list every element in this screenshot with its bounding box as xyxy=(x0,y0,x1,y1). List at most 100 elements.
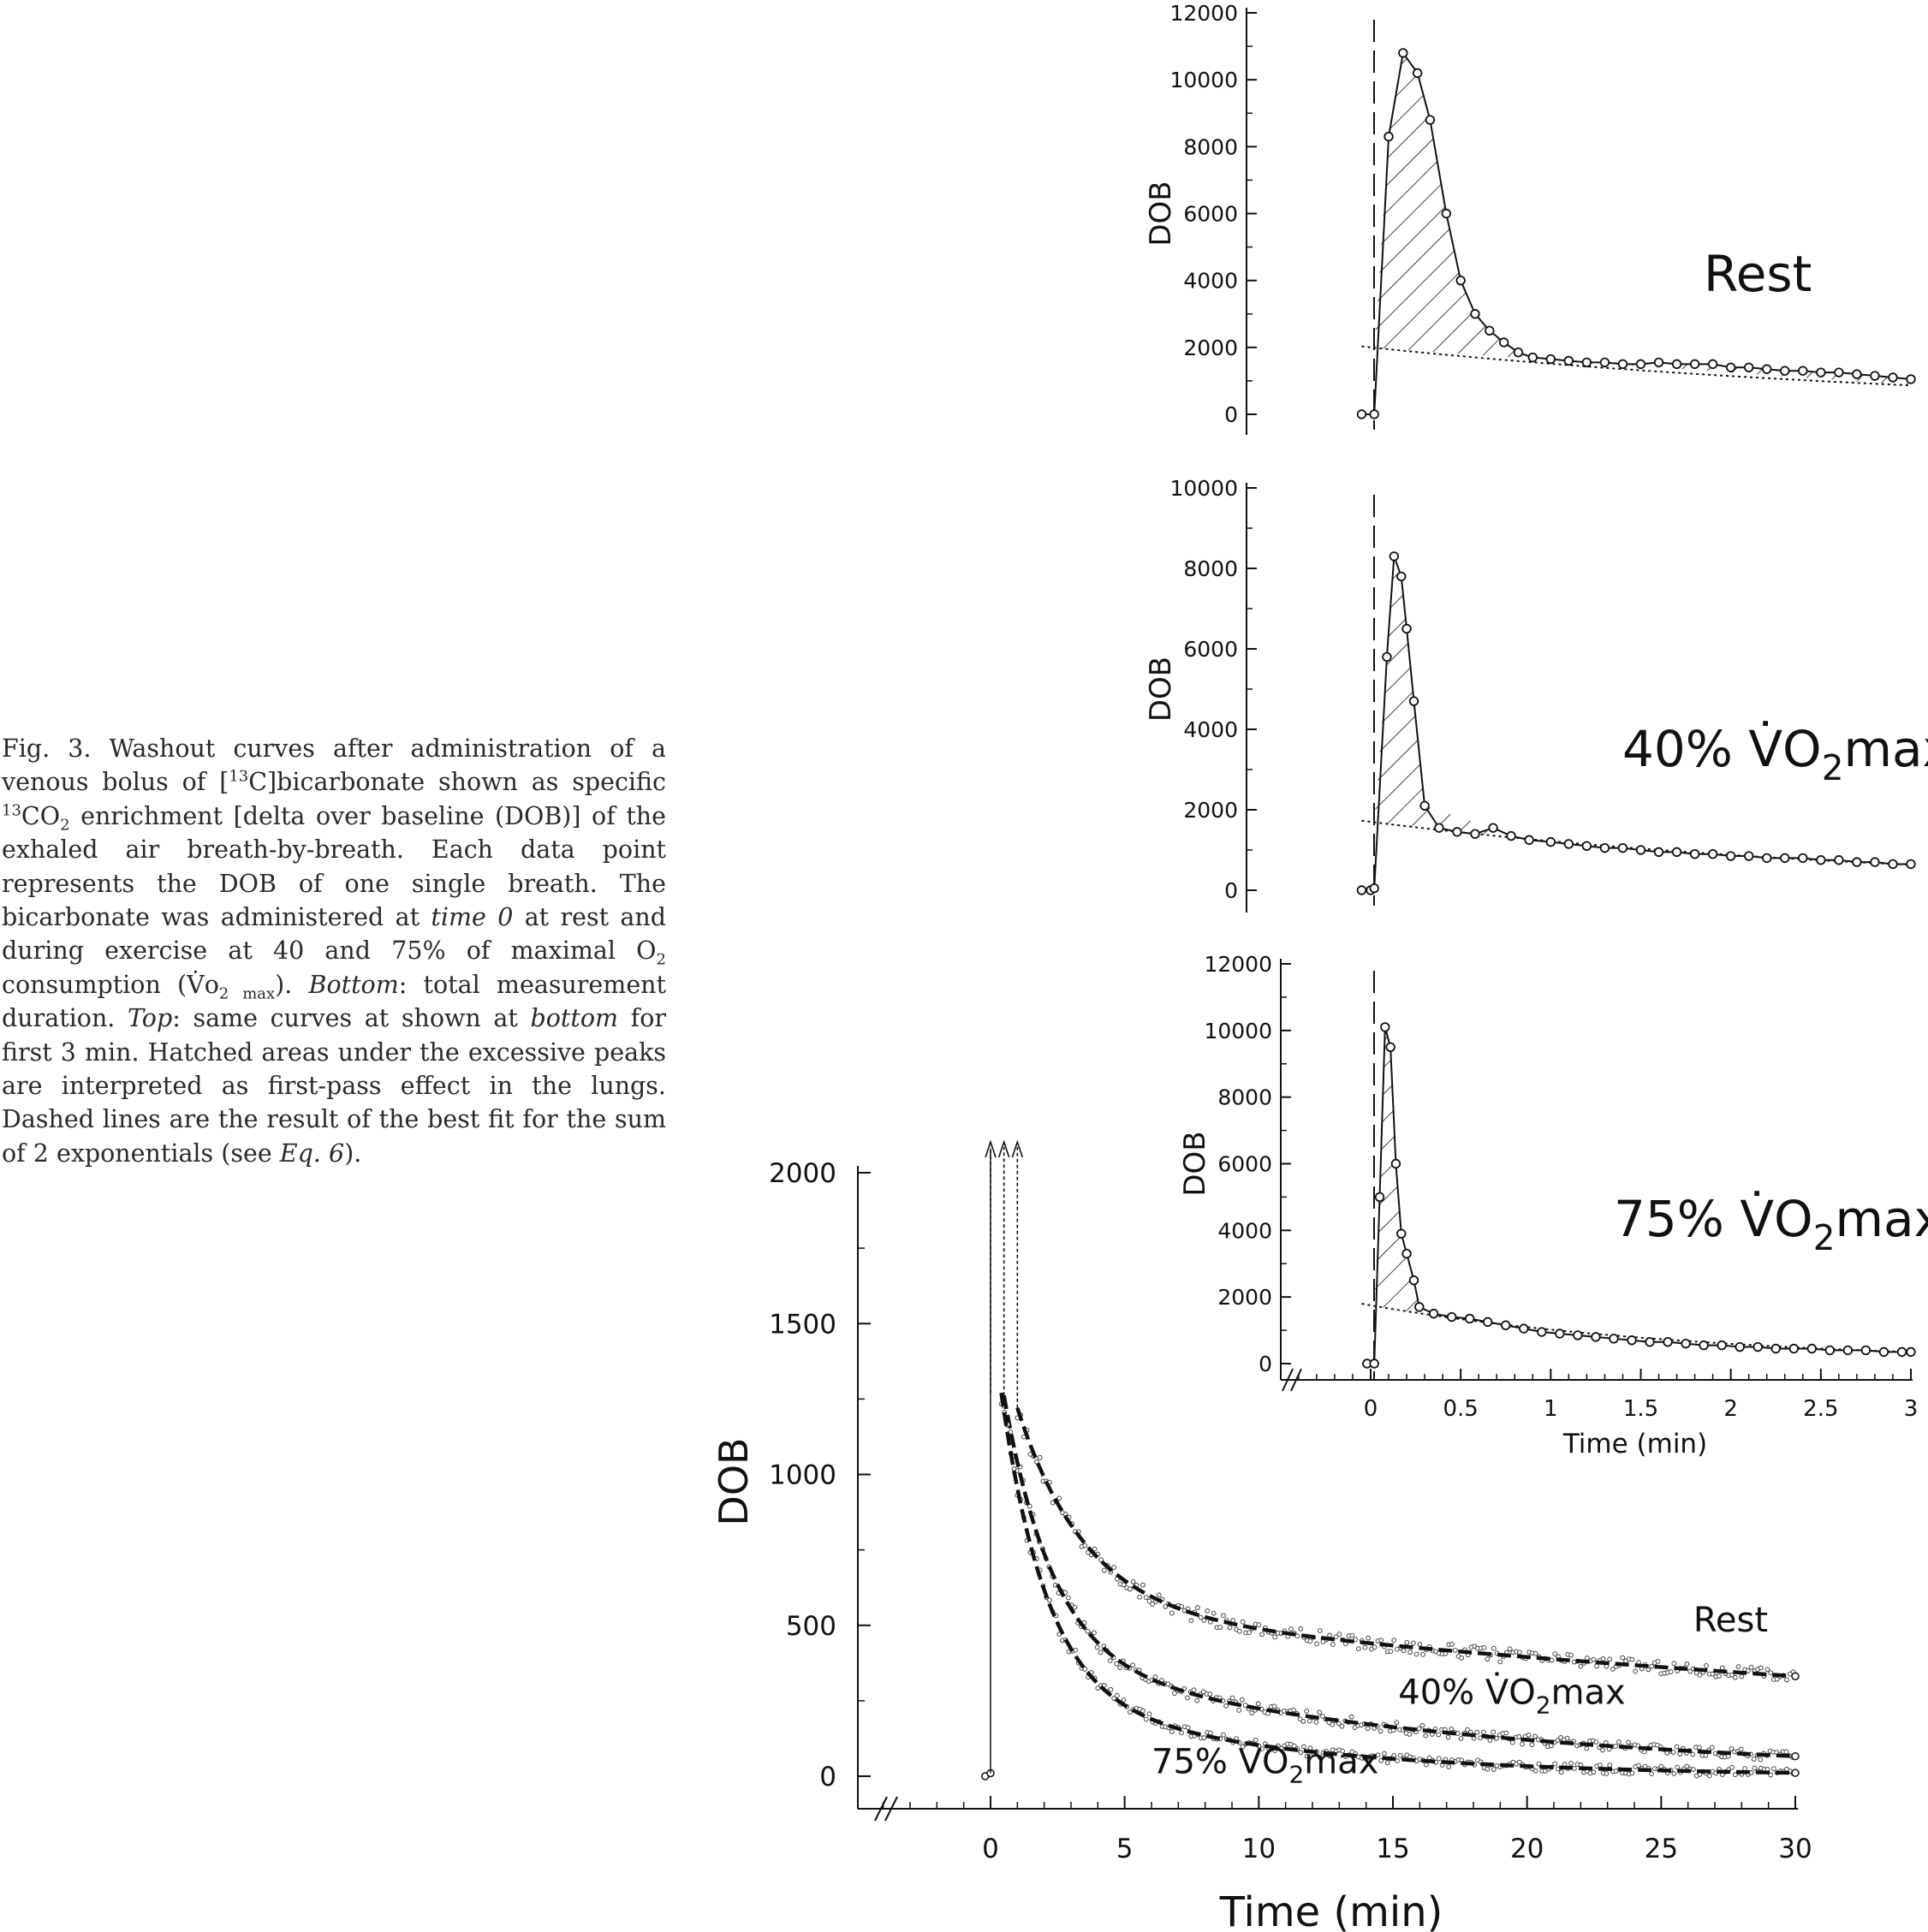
caption-italic: time 0 xyxy=(431,903,514,932)
data-point xyxy=(1758,1665,1764,1671)
data-point xyxy=(1719,1665,1725,1671)
data-point xyxy=(1581,841,1592,852)
data-point xyxy=(1420,1651,1425,1657)
panel-75pct: 0 2000 4000 6000 8000 10000 12000 DOB 75% V̇O2ma… xyxy=(1178,952,1928,1380)
data-point xyxy=(1317,1709,1323,1715)
data-point xyxy=(1207,1691,1213,1697)
data-point xyxy=(1613,1744,1618,1749)
data-point xyxy=(1516,1759,1522,1765)
data-point xyxy=(1834,855,1844,865)
data-point xyxy=(1878,1346,1889,1358)
y-tick-label: 10000 xyxy=(1204,1019,1272,1043)
data-point xyxy=(1056,1495,1062,1501)
y-axis-label: DOB xyxy=(1178,1131,1212,1196)
fit-line xyxy=(1015,1407,1796,1679)
y-tick-label: 8000 xyxy=(1217,1085,1272,1110)
data-point xyxy=(1706,1773,1712,1779)
data-point xyxy=(1259,1746,1265,1751)
data-point xyxy=(1330,1642,1336,1647)
data-point xyxy=(1101,1567,1107,1573)
data-point xyxy=(1221,1732,1226,1738)
data-point xyxy=(1729,1745,1735,1751)
data-point xyxy=(1194,1605,1200,1610)
series-label: Rest xyxy=(1693,1601,1768,1640)
data-point xyxy=(1834,367,1844,377)
data-point xyxy=(1491,1645,1497,1651)
data-point xyxy=(1470,309,1480,319)
caption-text: enrichment [delta over baseline (DOB)] o… xyxy=(2,801,666,932)
data-point xyxy=(1604,1771,1610,1776)
data-point xyxy=(1599,842,1610,853)
data-point xyxy=(1645,1667,1651,1673)
data-point xyxy=(1752,1765,1758,1771)
data-point xyxy=(1743,851,1754,861)
caption-text: for first 3 min. Hatched areas under the… xyxy=(2,1004,667,1168)
data-point xyxy=(1564,1735,1570,1741)
data-point xyxy=(1366,1635,1372,1641)
data-point xyxy=(1200,1689,1206,1695)
data-point xyxy=(1375,1752,1381,1758)
data-point xyxy=(1474,1729,1480,1735)
y-axis-label: DOB xyxy=(1144,181,1178,246)
data-point xyxy=(1452,827,1462,837)
data-point xyxy=(1762,853,1772,864)
y-axis-label: DOB xyxy=(1144,657,1178,722)
data-point xyxy=(1413,1651,1419,1657)
data-point xyxy=(1365,1726,1371,1732)
arrow-head xyxy=(1011,1139,1024,1158)
data-point xyxy=(1684,1763,1690,1769)
data-point xyxy=(1221,1613,1226,1619)
data-point xyxy=(1382,651,1392,663)
data-point xyxy=(1374,1192,1385,1203)
data-point xyxy=(1906,859,1916,870)
data-point xyxy=(1555,1738,1561,1744)
y-tick-label: 6000 xyxy=(1183,202,1238,227)
data-point xyxy=(1870,371,1880,381)
data-point xyxy=(1491,1767,1497,1772)
data-point xyxy=(1298,1750,1304,1756)
data-point xyxy=(1201,1735,1207,1740)
condition-label: 40% V̇O2max xyxy=(1622,720,1928,788)
data-point xyxy=(1472,1644,1478,1650)
data-point xyxy=(1396,1228,1407,1239)
x-tick-label: 20 xyxy=(1510,1834,1544,1864)
data-point xyxy=(1798,853,1808,864)
data-point xyxy=(1458,1736,1464,1741)
data-point xyxy=(1253,1738,1259,1743)
data-point xyxy=(1597,1763,1603,1768)
data-point xyxy=(1633,1668,1639,1674)
data-point xyxy=(1707,359,1718,370)
data-point xyxy=(1185,1725,1191,1731)
data-point xyxy=(1455,275,1466,286)
data-point xyxy=(1390,1158,1401,1169)
data-point xyxy=(1717,1673,1722,1679)
data-point xyxy=(1336,1632,1342,1637)
data-point xyxy=(1703,1752,1709,1758)
x-tick-label: 2 xyxy=(1723,1396,1738,1422)
data-point xyxy=(1294,1633,1300,1639)
y-tick-label: 4000 xyxy=(1217,1218,1272,1243)
data-point xyxy=(1784,1677,1789,1683)
data-point xyxy=(1336,1721,1342,1727)
data-point xyxy=(1401,1648,1407,1654)
y-tick-label: 2000 xyxy=(769,1158,836,1189)
data-point xyxy=(1537,1327,1547,1337)
data-point xyxy=(1333,1634,1339,1640)
data-point xyxy=(1247,1630,1252,1636)
caption-text: at rest and during exercise at 40 and 75… xyxy=(2,903,666,966)
y-tick-label: 1500 xyxy=(769,1309,836,1340)
caption-superscript: 13 xyxy=(2,801,21,820)
y-tick-label: 1000 xyxy=(769,1460,836,1491)
data-point xyxy=(1616,1739,1622,1745)
caption-text: Washout curves after administration of a… xyxy=(2,734,666,797)
data-point xyxy=(1707,849,1718,859)
data-point xyxy=(1236,1708,1242,1713)
y-tick-label: 0 xyxy=(1259,1352,1272,1376)
caption-subscript: 2 xyxy=(60,816,70,835)
axis-break-mark xyxy=(1290,1368,1302,1392)
caption-text: CO xyxy=(21,801,61,830)
panel-rest: 0 2000 4000 6000 8000 10000 12000 DOB Rest xyxy=(1144,1,1925,435)
data-point xyxy=(1407,1650,1413,1655)
data-point xyxy=(1217,1625,1223,1630)
